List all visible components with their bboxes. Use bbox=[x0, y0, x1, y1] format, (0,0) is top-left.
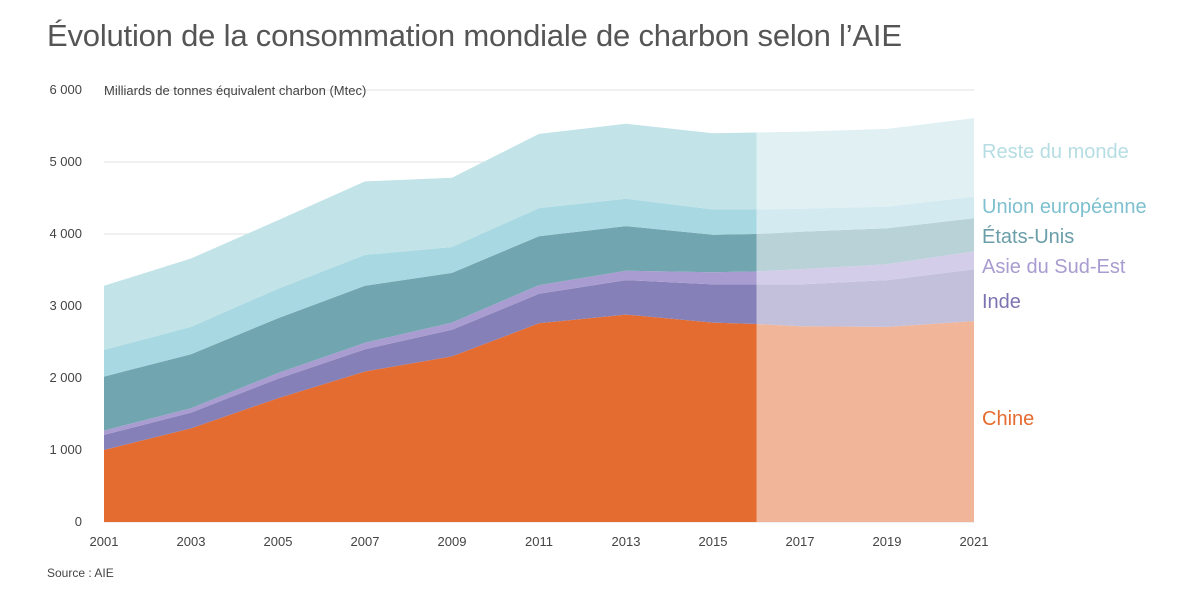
label-layer: 0 1 000 2 000 3 000 4 000 5 000 6 000 2001 2003 2… bbox=[49, 82, 1146, 549]
area-union-europeenne-historical bbox=[104, 198, 757, 377]
x-tick-label: 2015 bbox=[699, 534, 728, 549]
y-axis-label: Milliards de tonnes équivalent charbon (… bbox=[104, 83, 366, 98]
series-label-chine: Chine bbox=[982, 408, 1034, 430]
area-inde-historical bbox=[104, 280, 757, 450]
area-chine-projection bbox=[756, 321, 974, 522]
series-label-etats-unis: États-Unis bbox=[982, 225, 1074, 248]
y-tick-label: 4 000 bbox=[49, 226, 82, 241]
series-label-inde: Inde bbox=[982, 291, 1021, 313]
source-note: Source : AIE bbox=[47, 566, 114, 580]
x-tick-label: 2005 bbox=[264, 534, 293, 549]
y-tick-label: 5 000 bbox=[49, 154, 82, 169]
y-tick-label: 3 000 bbox=[49, 298, 82, 313]
series-label-reste-du-monde: Reste du monde bbox=[982, 141, 1129, 163]
area-layer bbox=[104, 118, 974, 522]
series-label-union-europeenne: Union européenne bbox=[982, 196, 1147, 218]
area-etats-unis-projection bbox=[756, 218, 974, 272]
x-tick-label: 2011 bbox=[525, 534, 553, 549]
x-tick-label: 2007 bbox=[351, 534, 380, 549]
y-tick-label: 6 000 bbox=[49, 82, 82, 97]
area-chine-historical bbox=[104, 314, 757, 522]
y-tick-label: 2 000 bbox=[49, 370, 82, 385]
y-tick-label: 1 000 bbox=[49, 442, 82, 457]
series-label-asie-du-sud-est: Asie du Sud-Est bbox=[982, 256, 1126, 278]
area-etats-unis-historical bbox=[104, 226, 757, 431]
area-asie-du-sud-est-projection bbox=[756, 251, 974, 285]
y-tick-label: 0 bbox=[75, 514, 82, 529]
area-reste-du-monde-historical bbox=[104, 123, 757, 350]
area-reste-du-monde-projection bbox=[756, 118, 974, 210]
x-tick-label: 2001 bbox=[90, 534, 119, 549]
area-union-europeenne-projection bbox=[756, 196, 974, 234]
chart-title: Évolution de la consommation mondiale de… bbox=[47, 18, 902, 53]
x-tick-label: 2017 bbox=[786, 534, 815, 549]
area-inde-projection bbox=[756, 269, 974, 327]
x-tick-label: 2003 bbox=[177, 534, 206, 549]
x-tick-label: 2009 bbox=[438, 534, 467, 549]
x-tick-label: 2021 bbox=[960, 534, 989, 549]
x-tick-label: 2019 bbox=[873, 534, 902, 549]
x-tick-label: 2013 bbox=[612, 534, 641, 549]
